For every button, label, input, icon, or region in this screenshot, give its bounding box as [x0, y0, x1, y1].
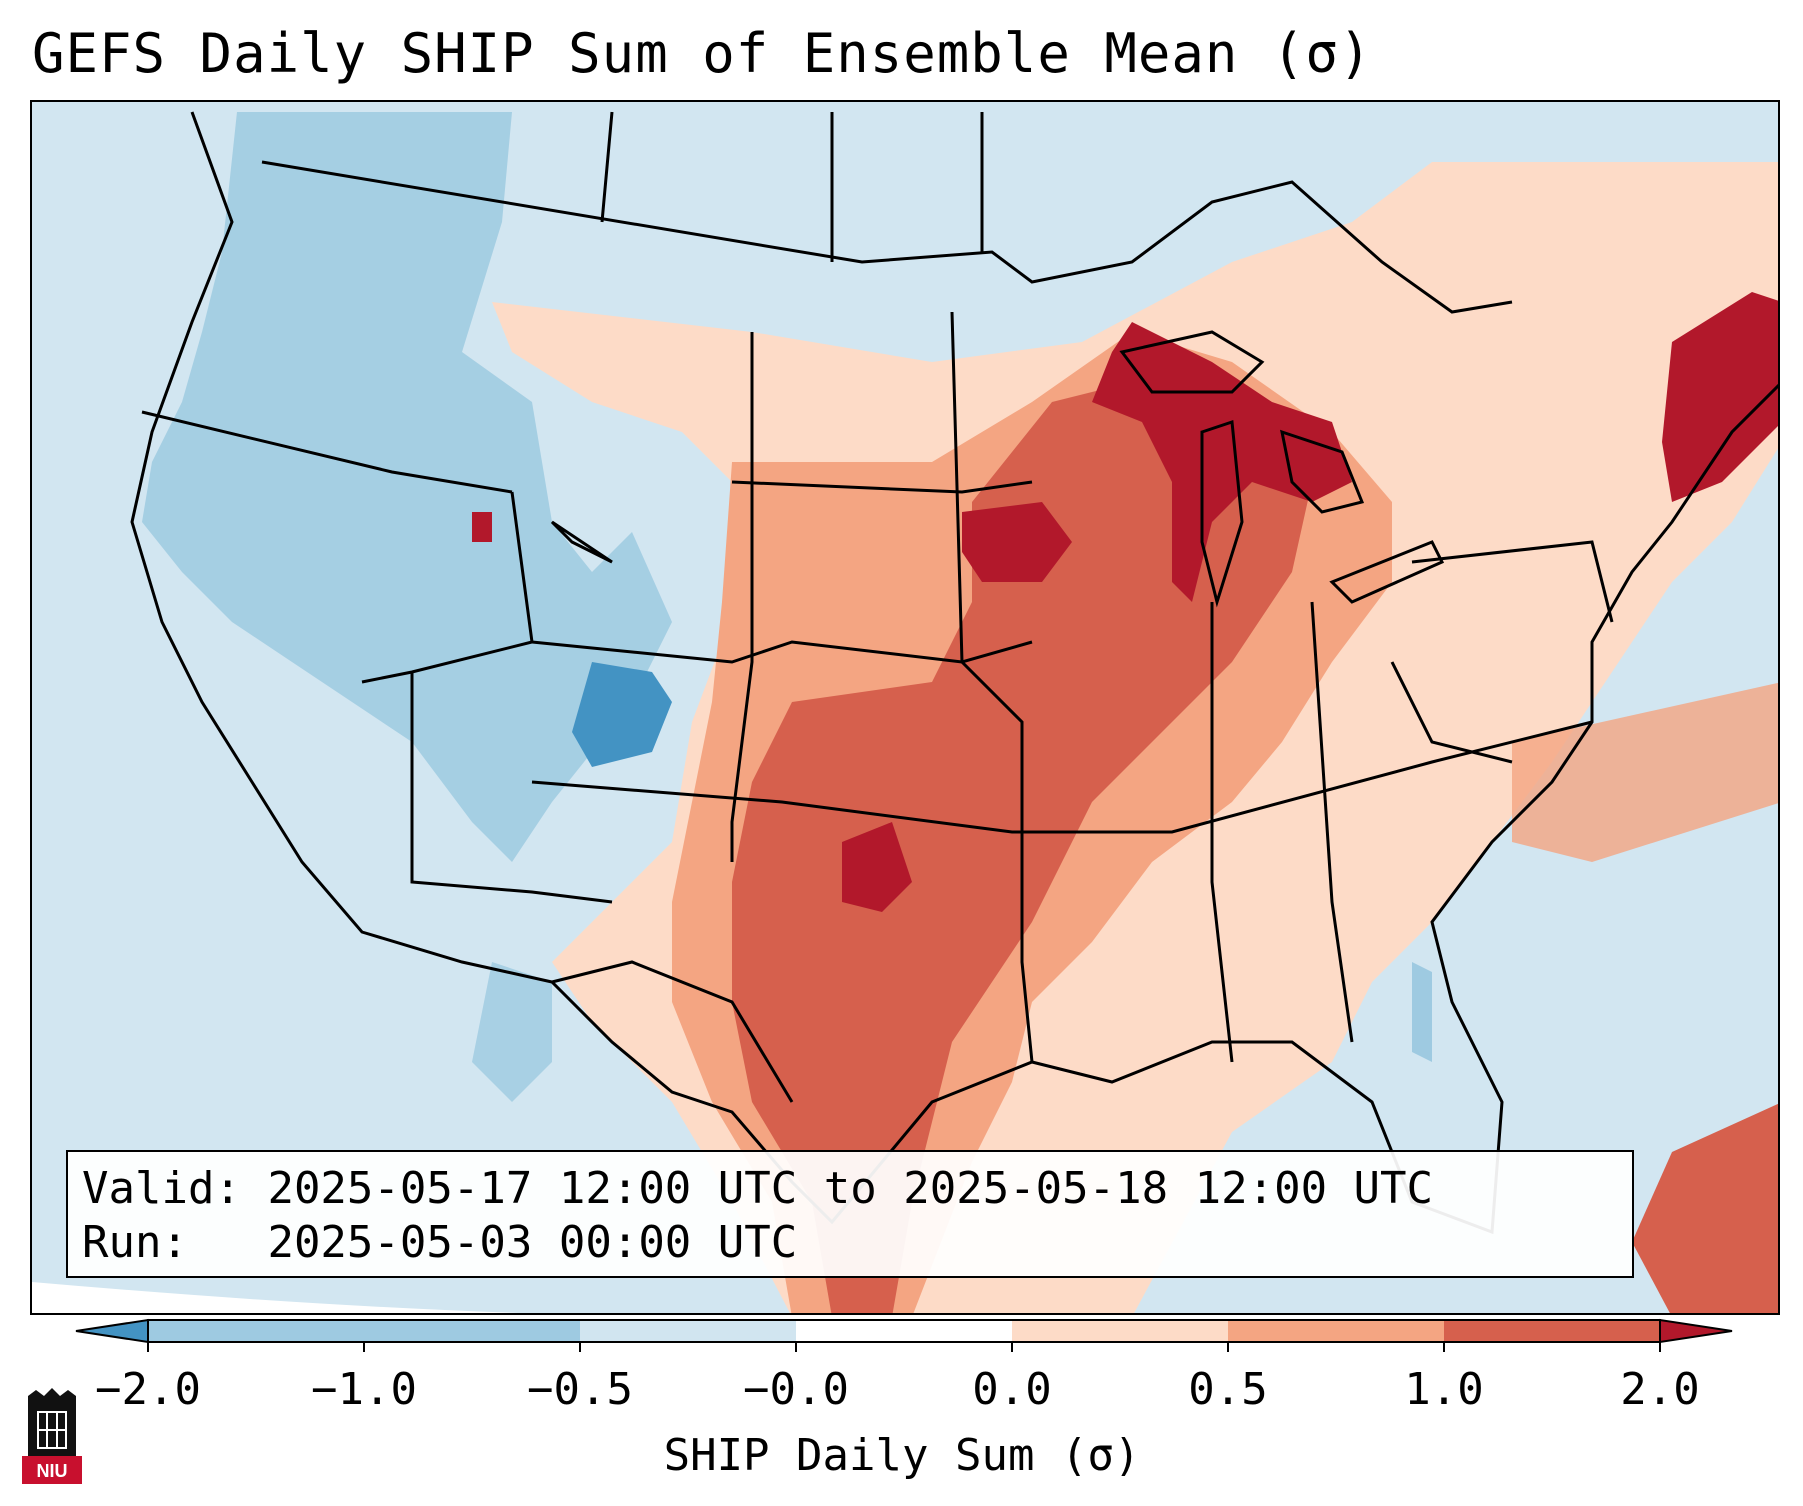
- map-panel: [30, 100, 1780, 1315]
- florida-blue-patch: [1412, 962, 1432, 1062]
- colorbar-under-extension: [75, 1318, 149, 1344]
- colorbar-bins: [75, 1318, 1733, 1352]
- projection-edge: [32, 1282, 518, 1313]
- niu-logo-text: NIU: [37, 1461, 68, 1481]
- state-line-11: [1310, 601, 1354, 1043]
- colorbar-tick-label: 0.0: [972, 1364, 1052, 1415]
- colorbar-tick-label: 1.0: [1404, 1364, 1484, 1415]
- state-line-8: [531, 720, 1593, 834]
- colorbar-bin: [796, 1320, 1012, 1342]
- lake-huron: [1280, 429, 1365, 514]
- ship-anomaly-map: [32, 102, 1778, 1313]
- colorbar-tick-label: −2.0: [95, 1364, 201, 1415]
- niu-logo-tower-icon: [28, 1388, 76, 1456]
- colorbar-tick-label: 0.5: [1188, 1364, 1268, 1415]
- niu-logo: NIU: [22, 1388, 82, 1484]
- oklahoma-max: [842, 822, 912, 912]
- colorbar-tick-label: −1.0: [311, 1364, 417, 1415]
- state-line-9: [550, 520, 613, 564]
- new-england-max: [1662, 292, 1778, 502]
- colorbar-tick-label: −0.5: [527, 1364, 633, 1415]
- colorbar-tick-label: 2.0: [1620, 1364, 1700, 1415]
- colorbar-tick-label: −0.0: [743, 1364, 849, 1415]
- run-label: Run:: [82, 1217, 188, 1268]
- mexico-blue-patch: [472, 962, 552, 1102]
- chart-title: GEFS Daily SHIP Sum of Ensemble Mean (σ): [32, 22, 1373, 85]
- colorbar: [75, 1318, 1733, 1352]
- minnesota-max: [962, 502, 1072, 582]
- lake-michigan: [1200, 419, 1244, 608]
- state-line-6: [730, 332, 754, 862]
- colorbar-bin: [580, 1320, 796, 1342]
- valid-run-info-box: Valid: 2025-05-17 12:00 UTC to 2025-05-1…: [66, 1150, 1634, 1278]
- mexico-border: [551, 960, 794, 1103]
- colorbar-bin: [364, 1320, 580, 1342]
- run-time: 2025-05-03 00:00 UTC: [267, 1217, 798, 1268]
- state-line-13: [1390, 661, 1513, 764]
- state-line-7: [950, 311, 1034, 1063]
- colorbar-label: SHIP Daily Sum (σ): [663, 1430, 1141, 1481]
- colorbar-bin: [1228, 1320, 1444, 1342]
- colorbar-bin: [1012, 1320, 1228, 1342]
- colorbar-outline: [147, 1319, 1661, 1343]
- colorado-strong-negative: [572, 662, 672, 767]
- coastline: [130, 111, 1778, 1235]
- colorbar-bin: [148, 1320, 364, 1342]
- canada-provinces: [600, 111, 984, 262]
- state-line-4: [531, 640, 1033, 664]
- state-line-3: [410, 672, 613, 904]
- state-line-2: [361, 491, 534, 684]
- valid-label: Valid:: [82, 1163, 241, 1214]
- state-line-10: [1210, 602, 1234, 1063]
- state-line-12: [1411, 540, 1614, 623]
- state-line-5: [731, 480, 1033, 494]
- boundaries: [130, 111, 1778, 1235]
- great-lakes: [1119, 330, 1445, 608]
- west-blue-field: [142, 112, 672, 862]
- caribbean-strong-positive: [1632, 1103, 1778, 1313]
- canada-border: [261, 160, 1513, 314]
- atlantic-medium-positive: [1512, 682, 1778, 862]
- colorbar-bin: [1444, 1320, 1660, 1342]
- colorbar-over-extension: [1659, 1318, 1733, 1344]
- utah-max-pixel: [472, 512, 492, 542]
- valid-time-range: 2025-05-17 12:00 UTC to 2025-05-18 12:00…: [267, 1163, 1434, 1214]
- state-line-1: [141, 410, 513, 494]
- lake-erie: [1329, 540, 1445, 604]
- lake-superior: [1119, 330, 1265, 394]
- negative-anomaly-fields: [142, 112, 1432, 1102]
